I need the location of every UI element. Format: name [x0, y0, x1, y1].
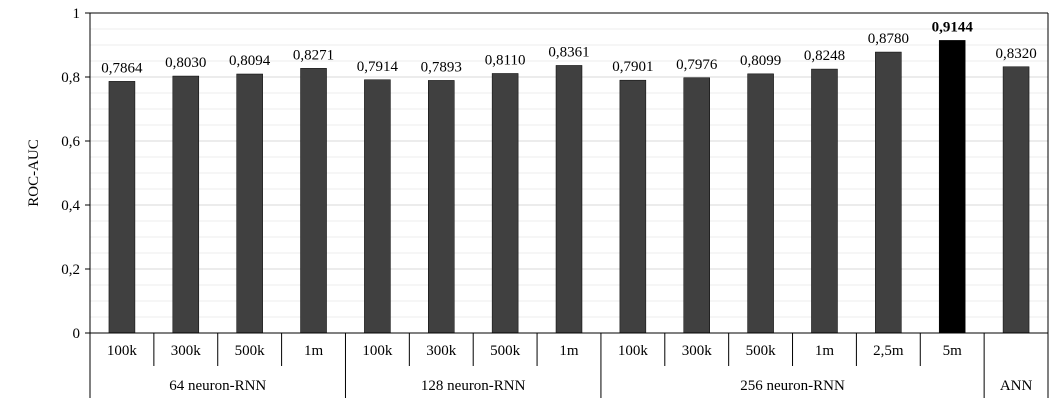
bar	[364, 79, 391, 334]
data-label: 0,7914	[357, 59, 399, 75]
y-tick-label: 1	[73, 6, 81, 22]
data-label: 0,8110	[485, 52, 526, 68]
bar	[236, 73, 263, 334]
x-group-label: 128 neuron-RNN	[421, 378, 526, 394]
data-label: 0,8099	[740, 53, 781, 69]
y-axis-label: ROC-AUC	[26, 139, 42, 207]
x-category-label: 100k	[362, 343, 393, 359]
bar	[555, 65, 583, 334]
x-group-label: 256 neuron-RNN	[740, 378, 845, 394]
bar	[1002, 66, 1030, 334]
data-label: 0,8248	[804, 48, 845, 64]
x-category-label: 300k	[426, 343, 457, 359]
x-category-label: 300k	[682, 343, 713, 359]
bar	[619, 79, 647, 334]
y-tick-label: 0	[73, 326, 81, 342]
x-category-label: 1m	[815, 343, 835, 359]
bar	[747, 73, 774, 334]
x-group-labels: 64 neuron-RNN 128 neuron-RNN 256 neuron-RN…	[169, 378, 1032, 394]
x-category-label: 300k	[171, 343, 202, 359]
x-category-label: 1m	[559, 343, 579, 359]
data-label: 0,8780	[868, 31, 909, 47]
x-category-label: 100k	[618, 343, 649, 359]
bar	[811, 68, 838, 334]
x-category-label: 500k	[746, 343, 777, 359]
bar	[172, 75, 200, 334]
data-label: 0,8320	[995, 46, 1036, 62]
data-label: 0,9144	[932, 19, 974, 35]
data-label: 0,8361	[548, 44, 589, 60]
x-category-labels: 100k 300k 500k 1m 100k 300k 500k 1m 100k 300k 500k…	[107, 343, 962, 359]
y-tick-label: 0,4	[61, 198, 80, 214]
x-category-label: 2,5m	[873, 343, 904, 359]
data-labels: 0,7864 0,8030 0,8094 0,8271 0,7914 0,7893 0,81…	[101, 19, 1036, 76]
data-label: 0,8094	[229, 53, 271, 69]
data-label: 0,7864	[101, 60, 143, 76]
bar	[108, 81, 136, 334]
bar	[875, 51, 902, 334]
bar	[428, 80, 455, 334]
x-group-label: 64 neuron-RNN	[169, 378, 266, 394]
bar	[491, 73, 519, 334]
data-label: 0,7901	[612, 59, 653, 75]
x-category-label: 500k	[235, 343, 266, 359]
x-category-label: 100k	[107, 343, 138, 359]
bar	[300, 68, 327, 334]
data-label: 0,8030	[165, 55, 206, 71]
x-category-label: 1m	[304, 343, 324, 359]
x-category-label: 5m	[943, 343, 963, 359]
x-group-label: ANN	[1000, 378, 1033, 394]
axes	[85, 12, 1049, 398]
y-tick-label: 0,6	[61, 134, 80, 150]
bar	[683, 77, 710, 334]
data-label: 0,8271	[293, 47, 334, 63]
y-tick-label: 0,2	[61, 262, 80, 278]
y-tick-label: 0,8	[61, 70, 80, 86]
x-category-label: 500k	[490, 343, 521, 359]
data-label: 0,7976	[676, 57, 718, 73]
data-label: 0,7893	[421, 59, 462, 75]
bars	[108, 40, 1030, 334]
y-tick-labels: 0 0,2 0,4 0,6 0,8 1	[61, 6, 80, 342]
bar	[938, 40, 966, 334]
